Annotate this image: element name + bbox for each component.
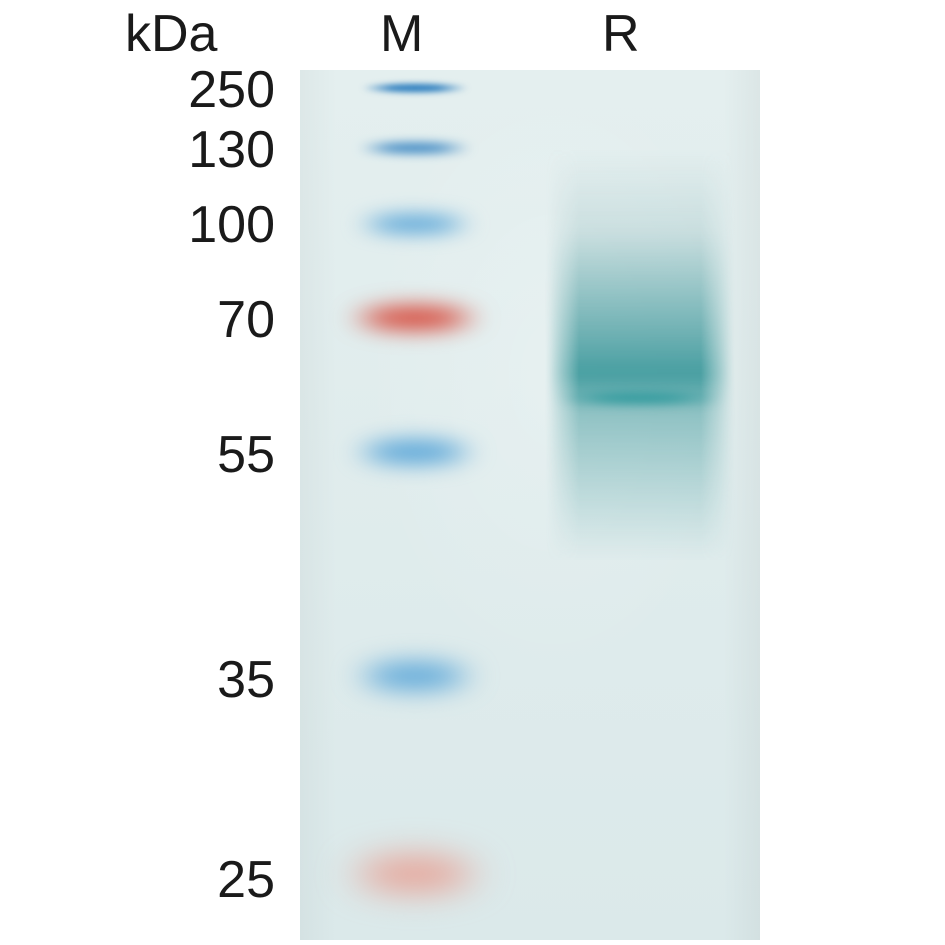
header-sample: R (602, 4, 640, 64)
marker-band (340, 432, 490, 472)
mw-label: 130 (165, 120, 275, 180)
mw-label: 55 (165, 425, 275, 485)
marker-band (335, 298, 495, 338)
sample-band (550, 389, 730, 407)
marker-band (330, 846, 500, 902)
mw-label: 35 (165, 650, 275, 710)
header-kda: kDa (125, 4, 217, 64)
marker-band (350, 140, 480, 156)
gel-image (300, 70, 760, 940)
marker-band (345, 209, 485, 239)
mw-label: 100 (165, 195, 275, 255)
sample-smear (545, 150, 735, 560)
header-marker: M (380, 4, 423, 64)
marker-band (355, 81, 475, 95)
marker-band (340, 654, 490, 698)
mw-label: 250 (165, 60, 275, 120)
mw-label: 70 (165, 290, 275, 350)
mw-label: 25 (165, 850, 275, 910)
